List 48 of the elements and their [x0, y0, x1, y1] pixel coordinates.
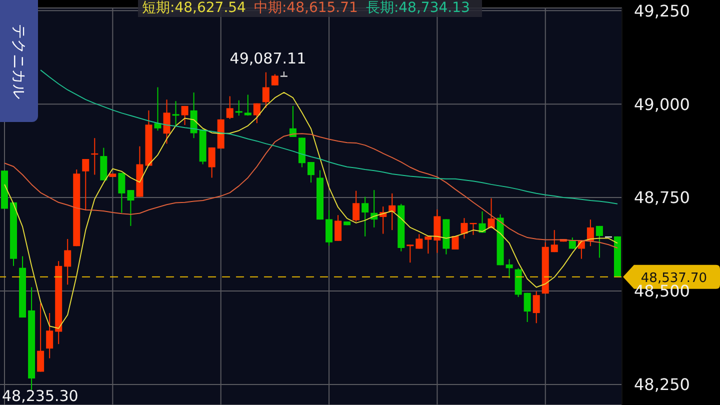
candlestick [181, 105, 188, 126]
line-series [40, 70, 618, 204]
candlestick [524, 292, 531, 323]
candlestick [326, 210, 333, 246]
text: 長期:48,734.13 [366, 0, 470, 16]
candlestick [235, 100, 242, 116]
candlestick [362, 196, 369, 237]
candlestick [416, 234, 423, 250]
candlestick [280, 71, 288, 77]
candlestick [127, 190, 134, 226]
candlestick [244, 94, 252, 116]
candlestick [460, 218, 468, 240]
annotation: 49,087.11 [230, 50, 306, 68]
candlestick [271, 74, 278, 86]
candlestick [226, 96, 234, 120]
candlestick [163, 99, 170, 144]
candlestick [307, 162, 314, 184]
candlestick [64, 238, 72, 286]
y-tick-label: 49,000 [634, 94, 690, 114]
annotation: 48,235.30 [2, 387, 78, 405]
annotation: テクニカル [10, 24, 28, 98]
candlestick [532, 290, 540, 324]
candlestick [586, 219, 594, 247]
candlestick [46, 312, 54, 359]
candlestick [424, 236, 432, 254]
candlestick [352, 190, 360, 222]
candlestick [154, 86, 162, 132]
text: 中期:48,615.71 [254, 0, 358, 16]
candlestick [253, 102, 260, 124]
candlestick [37, 302, 44, 372]
candlestick [172, 100, 180, 126]
candlestick [82, 158, 90, 211]
candlestick [262, 72, 270, 108]
candlestick [596, 225, 603, 258]
side-tab: テクニカル [0, 0, 38, 122]
y-tick-label: 48,750 [634, 188, 690, 208]
candlestick [506, 258, 513, 279]
ref-line-label: 48,537.70 [640, 270, 708, 286]
candlestick [334, 214, 342, 242]
candlestick [406, 244, 414, 264]
candlestick [118, 172, 126, 214]
y-tick-label: 49,250 [634, 1, 690, 20]
candlestick [452, 236, 459, 250]
candlestick [208, 146, 216, 178]
candlestick [550, 230, 558, 253]
candlestick [488, 198, 495, 229]
text: 短期:48,627.54 [142, 0, 246, 16]
y-tick-label: 48,250 [634, 375, 690, 394]
